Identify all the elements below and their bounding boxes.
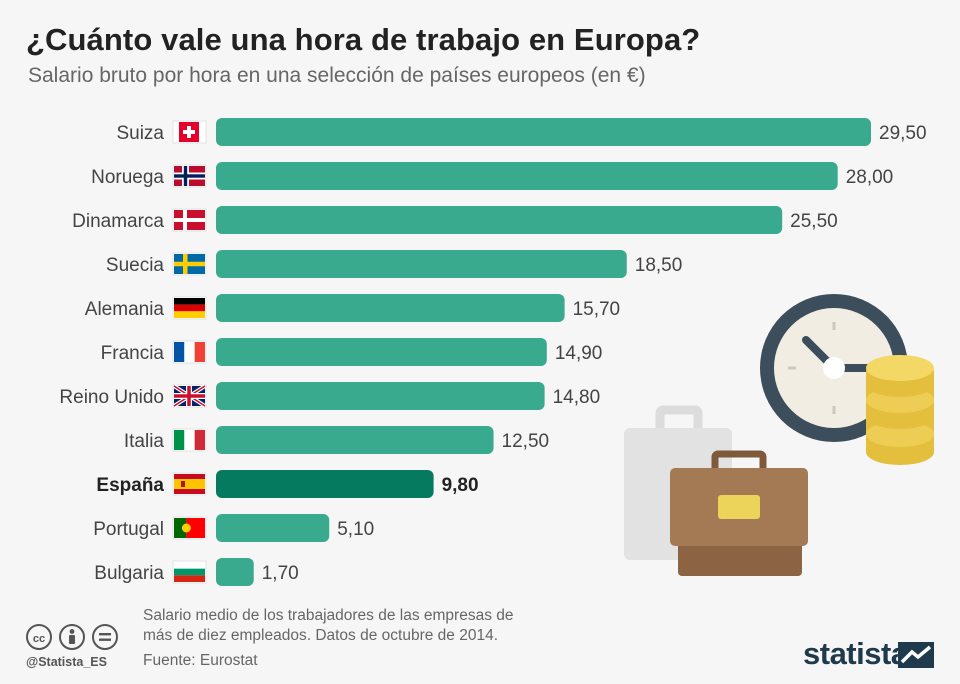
value-label: 18,50	[635, 255, 683, 276]
value-label: 25,50	[790, 211, 838, 232]
bar-row: Italia 12,50	[124, 426, 549, 454]
brown-briefcase-icon	[670, 450, 808, 576]
category-label: España	[96, 475, 164, 496]
category-label: Francia	[101, 343, 165, 364]
bar-row: Reino Unido 14,80	[59, 382, 600, 410]
bar-row: Alemania 15,70	[85, 294, 620, 322]
work-illustration	[624, 294, 934, 576]
bar	[216, 558, 254, 586]
france-flag	[172, 340, 207, 364]
bar-row: Portugal 5,10	[93, 514, 374, 542]
statista-handle: @Statista_ES	[26, 655, 107, 669]
bar-row: Noruega 28,00	[91, 162, 893, 190]
bar	[216, 470, 434, 498]
spain-flag	[172, 472, 207, 496]
value-label: 29,50	[879, 123, 927, 144]
cc-icon: cc	[26, 624, 52, 650]
switzerland-flag	[172, 120, 207, 144]
bar-row: Suecia 18,50	[106, 250, 682, 278]
bar	[216, 426, 494, 454]
category-label: Portugal	[93, 519, 164, 540]
uk-flag	[172, 384, 207, 408]
statista-logo-text[interactable]: statista	[803, 636, 908, 671]
bar-row: Francia 14,90	[101, 338, 603, 366]
bar-row: Dinamarca 25,50	[72, 206, 838, 234]
footer-note: Salario medio de los trabajadores de las…	[143, 606, 563, 646]
bar-row: España 9,80	[96, 470, 479, 498]
footer-note-line-2: más de diez empleados. Datos de octubre …	[143, 627, 499, 644]
by-icon	[59, 624, 85, 650]
norway-flag	[172, 164, 207, 188]
bar	[216, 206, 783, 234]
value-label: 5,10	[337, 519, 374, 540]
bar-row: Bulgaria 1,70	[94, 558, 299, 586]
chart-subtitle: Salario bruto por hora en una selección …	[28, 64, 646, 87]
value-label: 1,70	[262, 563, 299, 584]
denmark-flag	[172, 208, 207, 232]
category-label: Italia	[124, 431, 165, 452]
bar	[216, 162, 838, 190]
sweden-flag	[172, 252, 207, 276]
coins-icon	[866, 355, 934, 465]
bulgaria-flag	[172, 560, 207, 584]
portugal-flag	[172, 516, 207, 540]
category-label: Dinamarca	[72, 211, 164, 232]
footer-note-line-1: Salario medio de los trabajadores de las…	[143, 607, 514, 624]
value-label: 9,80	[442, 475, 479, 496]
creative-commons-icons: cc	[26, 624, 118, 650]
category-label: Bulgaria	[94, 563, 164, 584]
value-label: 28,00	[846, 167, 894, 188]
category-label: Suecia	[106, 255, 165, 276]
value-label: 12,50	[502, 431, 550, 452]
svg-text:cc: cc	[33, 633, 45, 645]
bar	[216, 338, 547, 366]
category-label: Reino Unido	[59, 387, 164, 408]
bar	[216, 382, 545, 410]
bar-row: Suiza 29,50	[116, 118, 927, 146]
italy-flag	[172, 428, 207, 452]
germany-flag	[172, 296, 207, 320]
value-label: 14,80	[553, 387, 601, 408]
value-label: 15,70	[573, 299, 621, 320]
category-label: Noruega	[91, 167, 164, 188]
chart-title: ¿Cuánto vale una hora de trabajo en Euro…	[26, 22, 701, 57]
nd-icon	[92, 624, 118, 650]
category-label: Suiza	[116, 123, 164, 144]
value-label: 14,90	[555, 343, 603, 364]
bar	[216, 294, 565, 322]
category-label: Alemania	[85, 299, 165, 320]
bar	[216, 250, 627, 278]
bar	[216, 118, 871, 146]
bar	[216, 514, 330, 542]
bar-chart: Suiza 29,50 Noruega 28,00 Dinamarca 25,50 Suec…	[59, 118, 927, 586]
statista-logo-icon	[898, 642, 934, 668]
source-note: Fuente: Eurostat	[143, 652, 258, 669]
